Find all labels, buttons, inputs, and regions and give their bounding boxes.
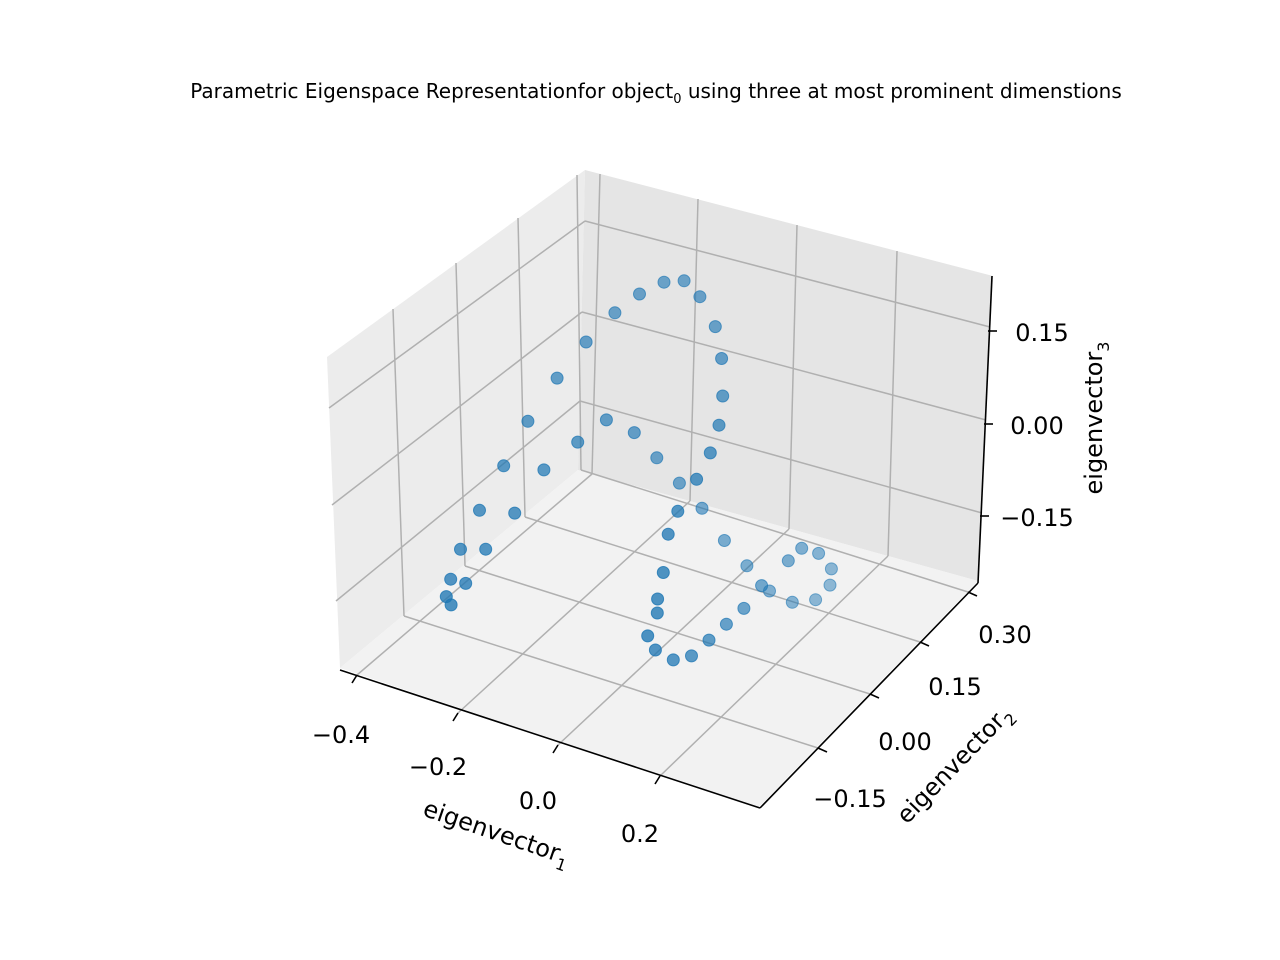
data-point [715, 352, 729, 365]
z-axis-line [977, 275, 993, 584]
data-point [703, 446, 717, 460]
data-point [824, 562, 838, 576]
data-point [444, 598, 458, 612]
data-point [473, 503, 486, 517]
data-point [795, 541, 809, 555]
data-point [672, 476, 686, 490]
data-point [781, 554, 795, 568]
data-point [571, 435, 585, 449]
data-point [666, 653, 680, 667]
y-axis-ticks: −0.15 0.00 0.15 0.30 [813, 591, 1032, 813]
y-axis-line [759, 582, 979, 809]
data-point [579, 335, 593, 349]
data-point [650, 451, 664, 465]
z-tick-label: −0.15 [1000, 504, 1074, 532]
data-point [708, 320, 722, 334]
data-point [444, 572, 458, 586]
data-point [599, 413, 613, 427]
data-point [497, 459, 511, 473]
y-axis-label: eigenvector2 [891, 700, 1021, 833]
data-point [648, 643, 662, 657]
data-point [479, 542, 493, 556]
data-point [755, 579, 769, 593]
chart-title: Parametric Eigenspace Representationfor … [190, 79, 1122, 107]
data-point [685, 649, 698, 663]
scatter-points [439, 274, 838, 667]
data-point [627, 426, 641, 440]
data-point [633, 287, 646, 301]
x-tick-label: 0.2 [621, 820, 659, 848]
data-point [677, 274, 691, 288]
data-point [702, 633, 716, 647]
y-tick-label: 0.30 [978, 621, 1031, 649]
y-tick-label: −0.15 [813, 785, 887, 813]
x-tick-label: −0.4 [312, 721, 370, 749]
data-point [690, 472, 704, 486]
y-tick-label: 0.00 [878, 728, 931, 756]
data-point [641, 629, 655, 643]
data-point [661, 527, 675, 541]
x-tick-label: 0.0 [519, 787, 557, 815]
data-point [812, 546, 826, 560]
data-point [717, 534, 731, 547]
data-point [716, 389, 730, 403]
data-point [695, 501, 709, 515]
data-point [671, 504, 685, 518]
data-point [823, 578, 837, 592]
data-point [650, 606, 664, 620]
data-point [785, 595, 799, 609]
x-axis-ticks: −0.4 −0.2 0.0 0.2 [312, 674, 661, 848]
data-point [737, 601, 751, 615]
data-point [719, 617, 733, 631]
chart-title-subscript: 0 [673, 92, 681, 107]
data-point [537, 463, 551, 477]
z-tick-label: 0.15 [1015, 319, 1068, 347]
data-point [657, 275, 671, 289]
data-point [508, 506, 522, 520]
gridlines [328, 173, 991, 777]
data-point [656, 566, 670, 579]
data-point [608, 306, 622, 320]
data-point [454, 542, 467, 556]
z-axis-label: eigenvector3 [1080, 342, 1113, 495]
x-axis-line [339, 669, 761, 809]
x-tick-label: −0.2 [409, 753, 467, 781]
z-tick-label: 0.00 [1010, 412, 1063, 440]
data-point [740, 559, 754, 573]
data-point [521, 414, 535, 428]
y-tick-label: 0.15 [928, 673, 981, 701]
data-point [809, 593, 823, 607]
z-axis-ticks: −0.15 0.00 0.15 [980, 319, 1074, 532]
data-point [459, 576, 473, 590]
data-point [651, 592, 665, 606]
data-point [693, 290, 707, 304]
data-point [712, 418, 726, 432]
data-point [550, 371, 564, 385]
axis-lines [339, 275, 993, 809]
